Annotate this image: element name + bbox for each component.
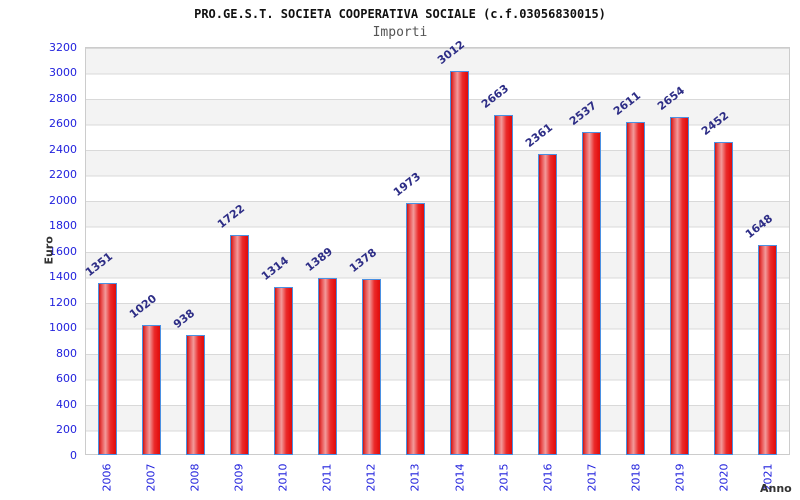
y-tick-label-1600: 1600 (49, 244, 77, 258)
x-tick-label-2014: 2014 (453, 463, 467, 492)
bar-2006 (98, 282, 117, 455)
bar-2021 (758, 244, 777, 455)
y-tick-label-1400: 1400 (49, 270, 77, 283)
bar-2012 (362, 279, 381, 455)
x-tick-label-2016: 2016 (541, 463, 555, 492)
y-tick-label-800: 800 (56, 346, 77, 360)
y-tick-label-400: 400 (56, 397, 77, 411)
x-tick-label-2019: 2019 (673, 463, 687, 492)
x-tick-label-2007: 2007 (144, 463, 158, 492)
bar-2007 (142, 324, 161, 455)
bar-2017 (582, 131, 601, 455)
y-tick-label-1200: 1200 (49, 295, 77, 309)
x-tick-label-2008: 2008 (188, 463, 202, 492)
x-tick-label-2006: 2006 (100, 463, 114, 492)
y-tick-label-3200: 3200 (49, 40, 77, 54)
bar-2013 (406, 203, 425, 455)
x-tick-label-2012: 2012 (364, 463, 378, 492)
x-tick-label-2011: 2011 (320, 463, 334, 492)
x-tick-label-2017: 2017 (585, 463, 599, 492)
y-tick-label-1800: 1800 (49, 219, 77, 232)
bar-2014 (450, 70, 469, 455)
chart-title: PRO.GE.S.T. SOCIETA COOPERATIVA SOCIALE … (194, 7, 606, 21)
y-tick-label-0: 0 (70, 448, 77, 462)
y-tick-label-3000: 3000 (49, 66, 77, 79)
bar-2015 (494, 115, 513, 455)
x-tick-label-2018: 2018 (629, 463, 643, 492)
bar-2009 (230, 235, 249, 455)
y-tick-label-2000: 2000 (49, 193, 77, 207)
chart-subtitle: Importi (372, 25, 428, 40)
x-tick-label-2013: 2013 (408, 463, 422, 492)
y-tick-label-600: 600 (56, 372, 77, 385)
y-tick-label-2200: 2200 (49, 168, 77, 181)
bar-2018 (626, 122, 645, 455)
bar-2020 (714, 142, 733, 455)
y-tick-label-2600: 2600 (49, 117, 77, 130)
y-tick-label-200: 200 (56, 423, 77, 436)
y-axis-title: Euro (42, 236, 56, 265)
y-tick-label-2400: 2400 (49, 142, 77, 156)
x-tick-label-2009: 2009 (232, 463, 246, 492)
bar-2011 (318, 277, 337, 455)
x-tick-label-2020: 2020 (717, 463, 731, 492)
y-tick-label-2800: 2800 (49, 91, 77, 105)
x-axis-title: Anno (760, 482, 792, 495)
bar-2019 (670, 116, 689, 455)
y-tick-label-1000: 1000 (49, 321, 77, 334)
bar-2016 (538, 153, 557, 455)
x-tick-label-2010: 2010 (276, 463, 290, 492)
bar-2010 (274, 287, 293, 455)
bar-2008 (186, 335, 205, 455)
x-tick-label-2015: 2015 (497, 463, 511, 492)
